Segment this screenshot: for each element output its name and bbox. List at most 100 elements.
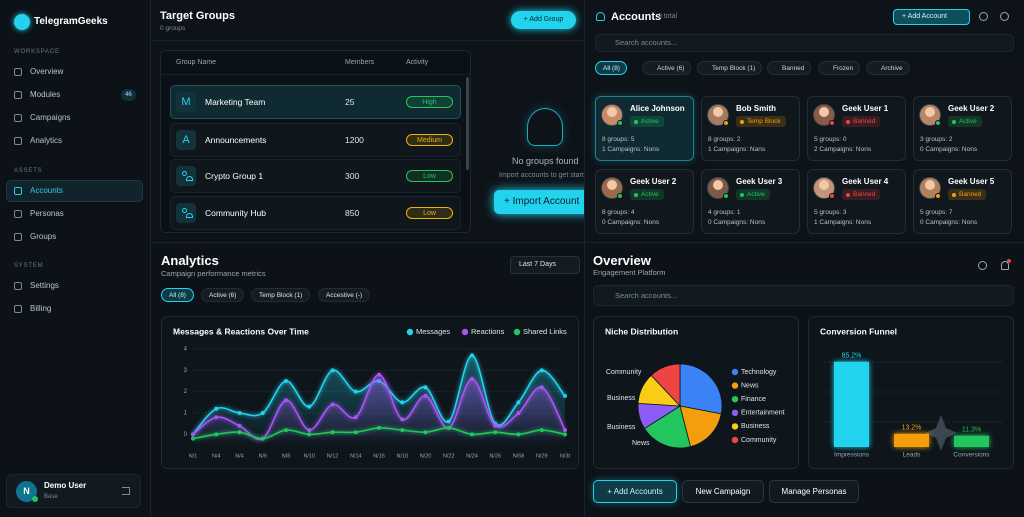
action-button[interactable]: New Campaign (682, 480, 764, 503)
filter-chip[interactable]: Temp Block (1) (251, 288, 311, 302)
action-button[interactable]: + Add Accounts (593, 480, 677, 503)
user-name: Demo User (44, 481, 87, 490)
nav-item[interactable]: Groups (30, 232, 57, 241)
column-header: Activity (406, 59, 429, 66)
search-placeholder: Search accounts... (615, 291, 678, 300)
status-dot (952, 120, 956, 124)
nav-item[interactable]: Accounts (30, 186, 63, 195)
group-members: 1200 (345, 135, 364, 145)
group-name: Marketing Team (205, 97, 266, 107)
accounts-panel: Accounts 0 total + Add Account Search accou… (585, 0, 1024, 243)
add-group-button[interactable]: + Add Group (511, 11, 576, 29)
status-dot (952, 193, 956, 197)
filter-chip[interactable]: Archive (866, 61, 910, 75)
section-label: WORKSPACE (14, 49, 60, 55)
panel-count: 0 total (658, 13, 678, 20)
group-members: 25 (345, 97, 355, 107)
account-groups: 5 groups: 3 (814, 209, 847, 216)
nav-item[interactable]: Settings (30, 281, 59, 290)
user-status (32, 496, 38, 502)
group-icon: A (176, 130, 196, 150)
account-name: Geek User 4 (842, 177, 889, 186)
status-badge: Active (736, 189, 770, 200)
notify-dot (1007, 259, 1011, 263)
add-account-button[interactable]: + Add Account (893, 9, 970, 25)
avatar-status (935, 120, 941, 126)
user-plan: Base (44, 494, 58, 500)
filter-chip[interactable]: Frozen (818, 61, 861, 75)
account-name: Geek User 2 (630, 177, 677, 186)
account-card[interactable]: Geek User 2 Active 8 groups: 4 0 Campaigns:… (595, 169, 694, 234)
avatar-head (925, 180, 935, 190)
account-card[interactable]: Geek User 2 Active 3 groups: 2 0 Campaigns:… (913, 96, 1012, 161)
icon-button[interactable] (1000, 12, 1009, 21)
search-box[interactable] (593, 285, 1014, 306)
filter-chip[interactable]: Banned (767, 61, 812, 75)
header-line (160, 74, 471, 75)
avatar-status (723, 120, 729, 126)
activity-badge: Low (406, 207, 453, 219)
status-dot (740, 193, 744, 197)
avatar-head (713, 180, 723, 190)
nav-icon (14, 210, 22, 218)
nav-item[interactable]: Analytics (30, 136, 63, 145)
filter-chip[interactable]: Active (6) (642, 61, 692, 75)
action-button[interactable]: Manage Personas (769, 480, 859, 503)
group-row[interactable] (170, 85, 461, 119)
account-card[interactable]: Geek User 1 Banned 5 groups: 0 2 Campaigns:… (807, 96, 906, 161)
filter-chip[interactable]: All (8) (161, 288, 194, 302)
search-box[interactable] (595, 34, 1014, 52)
filter-chip[interactable]: Accestive (-) (318, 288, 371, 302)
icon-dot (186, 213, 193, 218)
account-campaigns: 0 Campaigns: Nons (920, 146, 978, 153)
nav-item[interactable]: Campaigns (30, 113, 71, 122)
group-name: Community Hub (205, 208, 266, 218)
nav-item[interactable]: Modules (30, 90, 61, 99)
section-label: SYSTEM (14, 263, 44, 269)
account-card[interactable]: Alice Johnson Active 8 groups: 5 1 Campaign… (595, 96, 694, 161)
group-row[interactable] (170, 123, 461, 157)
icon-button[interactable] (978, 261, 987, 270)
icon-button[interactable] (979, 12, 988, 21)
account-card[interactable]: Geek User 5 Banned 5 groups: 7 0 Campaigns:… (913, 169, 1012, 234)
nav-item[interactable]: Personas (30, 209, 64, 218)
nav-icon (14, 305, 22, 313)
group-row[interactable] (170, 159, 461, 193)
avatar-head (819, 107, 829, 117)
target-groups-panel: Target Groups 0 groups + Add Group Group Na… (151, 0, 585, 243)
avatar-head (713, 107, 723, 117)
group-name: Announcements (205, 135, 267, 145)
panel-title: Overview (593, 253, 651, 268)
account-groups: 8 groups: 5 (602, 136, 635, 143)
nav-icon (14, 114, 22, 122)
account-card[interactable]: Geek User 3 Active 4 groups: 1 0 Campaigns:… (701, 169, 800, 234)
icon-dot (186, 176, 193, 181)
accounts-icon (596, 12, 605, 21)
panel-subtitle: Engagement Platform (593, 268, 666, 277)
filter-chip[interactable]: Active (6) (201, 288, 245, 302)
nav-icon (14, 91, 22, 99)
account-card[interactable]: Bob Smith Temp Block 8 groups: 2 1 Campaign… (701, 96, 800, 161)
user-avatar: N (16, 481, 37, 502)
nav-item[interactable]: Billing (30, 304, 52, 313)
status-dot (634, 120, 638, 124)
group-row[interactable] (170, 196, 461, 230)
activity-badge: Low (406, 170, 453, 182)
nav-item[interactable]: Overview (30, 67, 64, 76)
logo-icon (14, 14, 30, 30)
nav-active (6, 180, 143, 202)
account-campaigns: 1 Campaigns: Nons (814, 219, 872, 226)
status-dot (846, 193, 850, 197)
import-button[interactable]: + Import Account (494, 190, 584, 214)
account-groups: 5 groups: 7 (920, 209, 953, 216)
icon-button[interactable] (1001, 261, 1009, 270)
group-icon (176, 166, 196, 186)
status-badge: Active (630, 116, 664, 127)
group-members: 850 (345, 208, 360, 218)
account-campaigns: 0 Campaigns: Nons (920, 219, 978, 226)
filter-chip[interactable]: All (8) (595, 61, 627, 75)
range-dropdown[interactable]: Last 7 Days (510, 256, 580, 274)
filter-chip[interactable]: Temp Block (1) (697, 61, 763, 75)
account-card[interactable]: Geek User 4 Banned 5 groups: 3 1 Campaigns:… (807, 169, 906, 234)
